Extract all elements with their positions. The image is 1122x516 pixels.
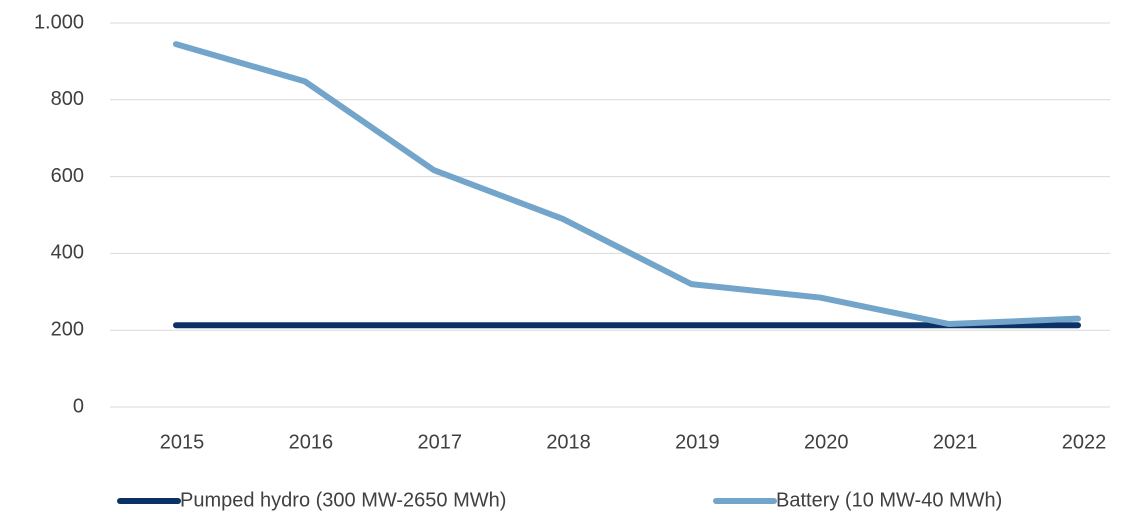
y-tick-label: 600 xyxy=(51,165,84,187)
x-tick-label: 2018 xyxy=(546,431,591,453)
y-tick-label: 0 xyxy=(73,395,84,417)
x-tick-label: 2021 xyxy=(933,431,978,453)
y-tick-label: 1.000 xyxy=(34,11,84,33)
y-tick-label: 800 xyxy=(51,88,84,110)
y-tick-label: 400 xyxy=(51,242,84,264)
x-tick-label: 2015 xyxy=(160,431,205,453)
y-tick-label: 200 xyxy=(51,318,84,340)
x-tick-label: 2019 xyxy=(675,431,720,453)
x-tick-label: 2022 xyxy=(1062,431,1107,453)
x-tick-label: 2020 xyxy=(804,431,849,453)
legend-label: Battery (10 MW-40 MWh) xyxy=(776,489,1002,511)
series-line xyxy=(173,41,1081,328)
x-tick-label: 2016 xyxy=(289,431,334,453)
x-tick-label: 2017 xyxy=(417,431,462,453)
legend-label: Pumped hydro (300 MW-2650 MWh) xyxy=(180,489,506,511)
